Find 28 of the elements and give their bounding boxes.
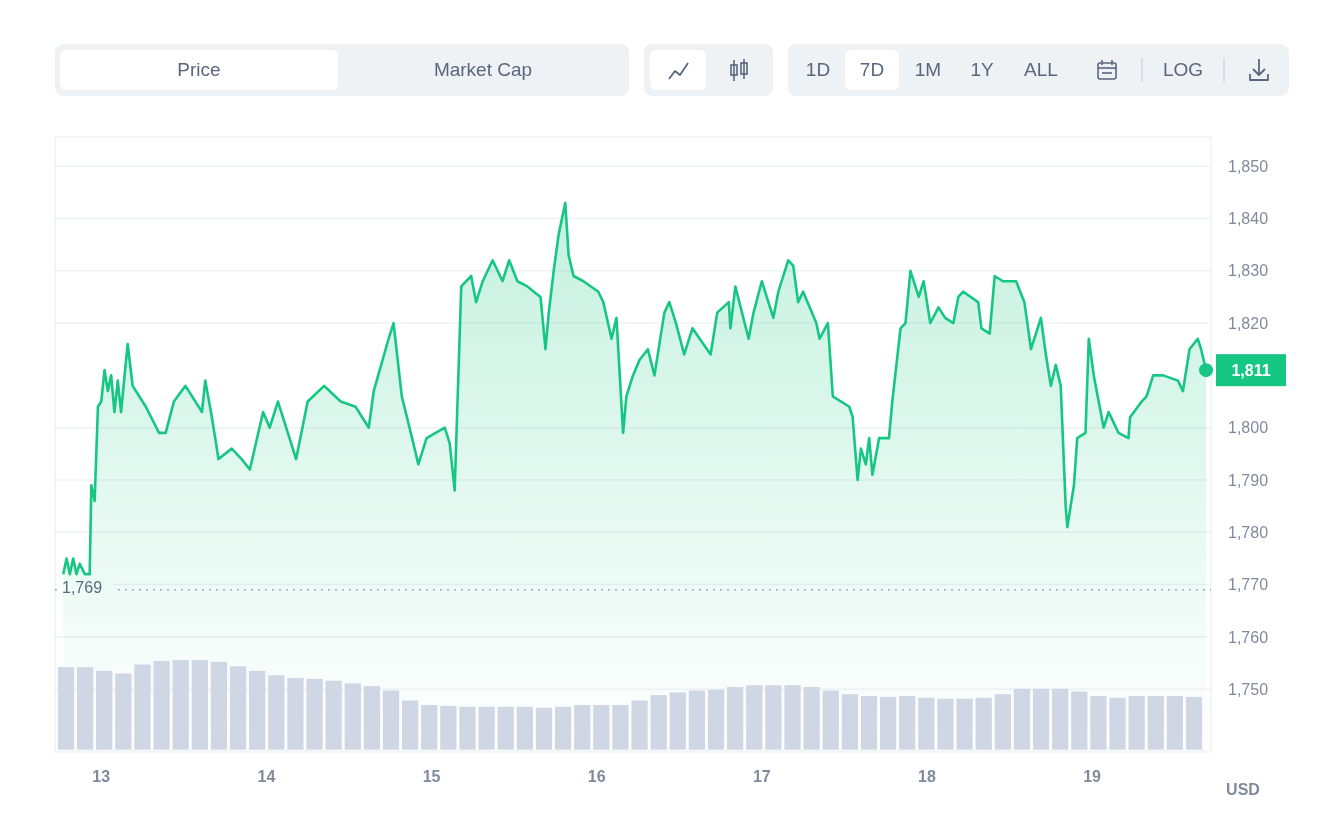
- x-tick-label: 16: [587, 768, 606, 785]
- text: 1Y: [970, 59, 994, 80]
- x-tick-label: 15: [422, 768, 441, 785]
- text: ALL: [1024, 59, 1058, 80]
- text: 7D: [859, 59, 885, 80]
- text: LOG: [1162, 59, 1204, 80]
- y-tick-label: 1,820: [1228, 314, 1269, 332]
- y-tick-label: 1,770: [1228, 576, 1269, 594]
- y-tick-label: 1,830: [1228, 262, 1269, 280]
- text: Market Cap: [433, 59, 533, 80]
- y-axis-title: USD: [1226, 781, 1260, 798]
- x-tick-label: 18: [918, 768, 936, 785]
- y-tick-label: 1,790: [1228, 471, 1269, 489]
- text: 1D: [805, 59, 831, 80]
- ref-line-label: 1,769: [62, 578, 103, 596]
- text: Price: [177, 59, 221, 80]
- y-tick-label: 1,760: [1228, 628, 1269, 646]
- y-tick-label: 1,850: [1228, 157, 1269, 175]
- y-tick-label: 1,800: [1228, 419, 1269, 437]
- annotation: 1,811: [1231, 361, 1271, 379]
- y-tick-label: 1,840: [1228, 210, 1269, 228]
- x-tick-label: 14: [257, 768, 276, 785]
- text: 1M: [914, 59, 942, 80]
- y-tick-label: 1,750: [1228, 680, 1269, 698]
- x-tick-label: 17: [752, 768, 771, 785]
- y-tick-label: 1,780: [1228, 523, 1269, 541]
- x-tick-label: 19: [1083, 768, 1102, 785]
- x-tick-label: 13: [92, 768, 111, 785]
